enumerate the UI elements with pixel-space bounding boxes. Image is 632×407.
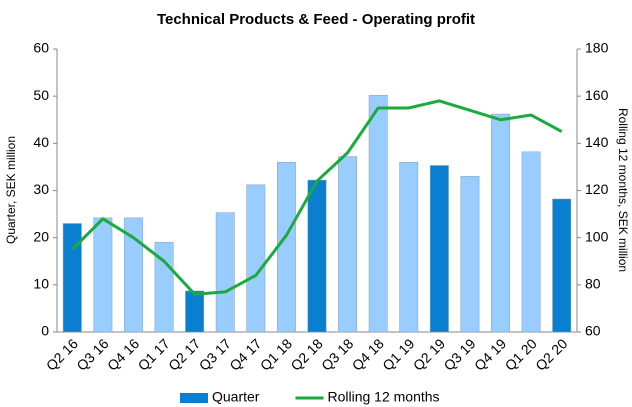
bar	[368, 94, 388, 333]
y-tick-label: 10	[33, 276, 49, 292]
bar	[307, 179, 327, 333]
y2-axis-label: Rolling 12 months, SEK million	[616, 108, 630, 272]
y2-tick-label: 60	[585, 323, 601, 339]
y-tick-label: 20	[33, 228, 49, 244]
x-tick-label: Q3 17	[196, 335, 234, 373]
x-tick-label: Q1 18	[257, 335, 295, 373]
chart-title: Technical Products & Feed - Operating pr…	[157, 11, 475, 28]
y-tick-label: 30	[33, 181, 49, 197]
y2-tick-label: 160	[585, 87, 609, 103]
y-tick-label: 0	[41, 323, 49, 339]
bar	[521, 151, 541, 333]
bar	[62, 223, 82, 333]
y2-tick-label: 120	[585, 181, 609, 197]
y2-tick-label: 140	[585, 134, 609, 150]
x-tick-label: Q1 19	[379, 335, 417, 373]
x-tick-label: Q2 18	[287, 335, 325, 373]
legend-label: Quarter	[212, 389, 260, 405]
bar	[246, 184, 266, 333]
bar	[338, 156, 358, 333]
bar	[491, 113, 510, 333]
x-tick-label: Q2 19	[410, 335, 448, 373]
bar	[460, 176, 480, 333]
y-tick-label: 50	[33, 87, 49, 103]
x-tick-label: Q2 16	[43, 335, 81, 373]
y-tick-label: 60	[33, 40, 49, 56]
bar	[276, 161, 296, 333]
x-tick-label: Q3 18	[318, 335, 356, 373]
bar	[215, 212, 235, 333]
legend-swatch	[180, 393, 208, 403]
y-tick-label: 40	[33, 134, 49, 150]
x-tick-label: Q1 20	[502, 335, 540, 373]
bar	[429, 165, 449, 333]
y2-tick-label: 100	[585, 228, 609, 244]
x-tick-label: Q4 18	[349, 335, 387, 373]
legend-label: Rolling 12 months	[327, 389, 439, 405]
x-tick-label: Q4 16	[104, 335, 142, 373]
bar	[552, 198, 572, 333]
x-tick-label: Q4 17	[226, 335, 264, 373]
y-axis-label: Quarter, SEK million	[4, 136, 18, 244]
bar	[124, 217, 143, 333]
bar	[93, 217, 113, 333]
x-tick-label: Q1 17	[135, 335, 173, 373]
y2-tick-label: 80	[585, 276, 601, 292]
line	[71, 99, 563, 296]
x-tick-label: Q4 19	[471, 335, 509, 373]
x-tick-label: Q3 19	[440, 335, 478, 373]
bar	[399, 161, 419, 333]
bar	[185, 290, 205, 333]
y2-tick-label: 180	[585, 40, 609, 56]
x-tick-label: Q2 17	[165, 335, 203, 373]
x-tick-label: Q2 20	[532, 335, 570, 373]
x-tick-label: Q3 16	[73, 335, 111, 373]
